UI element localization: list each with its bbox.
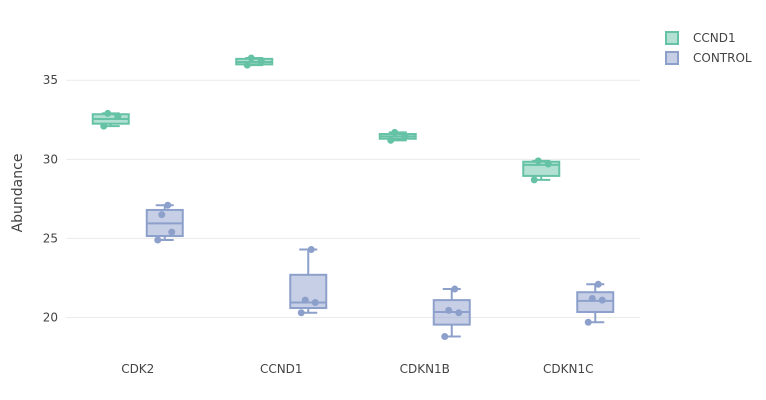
box-control-cdkn1c-point (588, 295, 596, 303)
box-control-cdk2 (145, 201, 184, 244)
box-control-cdkn1c (576, 280, 615, 326)
box-ccnd1-cdkn1b-point (387, 136, 395, 144)
box-ccnd1-cdkn1c-point (544, 160, 552, 168)
box-ccnd1-cdkn1b-point (401, 132, 409, 140)
legend: CCND1 CONTROL (665, 31, 752, 65)
x-tick-label-cdkn1c: CDKN1C (543, 362, 593, 376)
box-ccnd1-cdk2-point (114, 113, 122, 121)
gridlines (66, 79, 640, 319)
x-tick-label-cdk2: CDK2 (121, 362, 154, 376)
box-control-ccnd1-point (297, 309, 305, 317)
box-ccnd1-cdk2 (91, 109, 130, 130)
y-axis-title: Abundance (10, 154, 26, 233)
y-tick-label-20: 20 (43, 311, 58, 325)
y-tick-label-25: 25 (43, 231, 58, 245)
box-ccnd1-cdkn1b-point (391, 128, 399, 136)
x-tick-label-cdkn1b: CDKN1B (400, 362, 450, 376)
box-control-cdk2-point (168, 228, 176, 236)
legend-item-ccnd1: CCND1 (665, 31, 736, 45)
box-ccnd1-cdkn1c-iqr (522, 160, 561, 177)
x-tick-label-ccnd1: CCND1 (260, 362, 303, 376)
box-control-cdkn1c-iqr (576, 291, 615, 313)
legend-swatch-control (665, 51, 679, 65)
legend-label-control: CONTROL (693, 51, 752, 65)
box-control-cdk2-point (158, 211, 166, 219)
box-ccnd1-cdkn1c-point (534, 157, 542, 165)
box-series (91, 54, 615, 341)
box-ccnd1-cdk2-point (100, 122, 108, 130)
box-ccnd1-cdkn1b (378, 128, 417, 144)
box-ccnd1-ccnd1-point (243, 61, 251, 69)
box-control-cdkn1b-point (455, 309, 463, 317)
legend-label-ccnd1: CCND1 (693, 31, 736, 45)
box-control-cdk2-point (164, 201, 172, 209)
y-tick-label-30: 30 (43, 152, 58, 166)
box-control-cdkn1c-point (594, 280, 602, 288)
box-control-cdkn1b-point (441, 333, 449, 341)
legend-swatch-ccnd1 (665, 31, 679, 45)
series-control (145, 201, 615, 341)
series-ccnd1 (91, 54, 561, 184)
y-tick-label-35: 35 (43, 73, 58, 87)
box-ccnd1-cdkn1c (522, 157, 561, 184)
box-control-ccnd1-point (301, 296, 309, 304)
x-axis-ticks: CDK2 CCND1 CDKN1B CDKN1C (121, 362, 593, 376)
y-axis-ticks: 20 25 30 35 (43, 73, 58, 324)
box-ccnd1-ccnd1-point (247, 54, 255, 62)
box-control-cdkn1b (432, 285, 471, 341)
box-ccnd1-ccnd1-point (257, 57, 265, 65)
box-ccnd1-cdkn1c-point (530, 176, 538, 184)
box-control-cdkn1b-point (451, 285, 459, 293)
box-control-cdkn1c-point (584, 318, 592, 326)
box-control-ccnd1-point (307, 245, 315, 253)
box-control-cdk2-point (154, 236, 162, 244)
box-ccnd1-ccnd1 (235, 54, 274, 69)
box-ccnd1-cdk2-point (104, 109, 112, 117)
box-control-cdkn1c-point (598, 296, 606, 304)
box-control-ccnd1-point (311, 298, 319, 306)
box-control-ccnd1 (289, 245, 328, 317)
box-control-cdkn1b-point (445, 306, 453, 314)
legend-item-control: CONTROL (665, 51, 752, 65)
